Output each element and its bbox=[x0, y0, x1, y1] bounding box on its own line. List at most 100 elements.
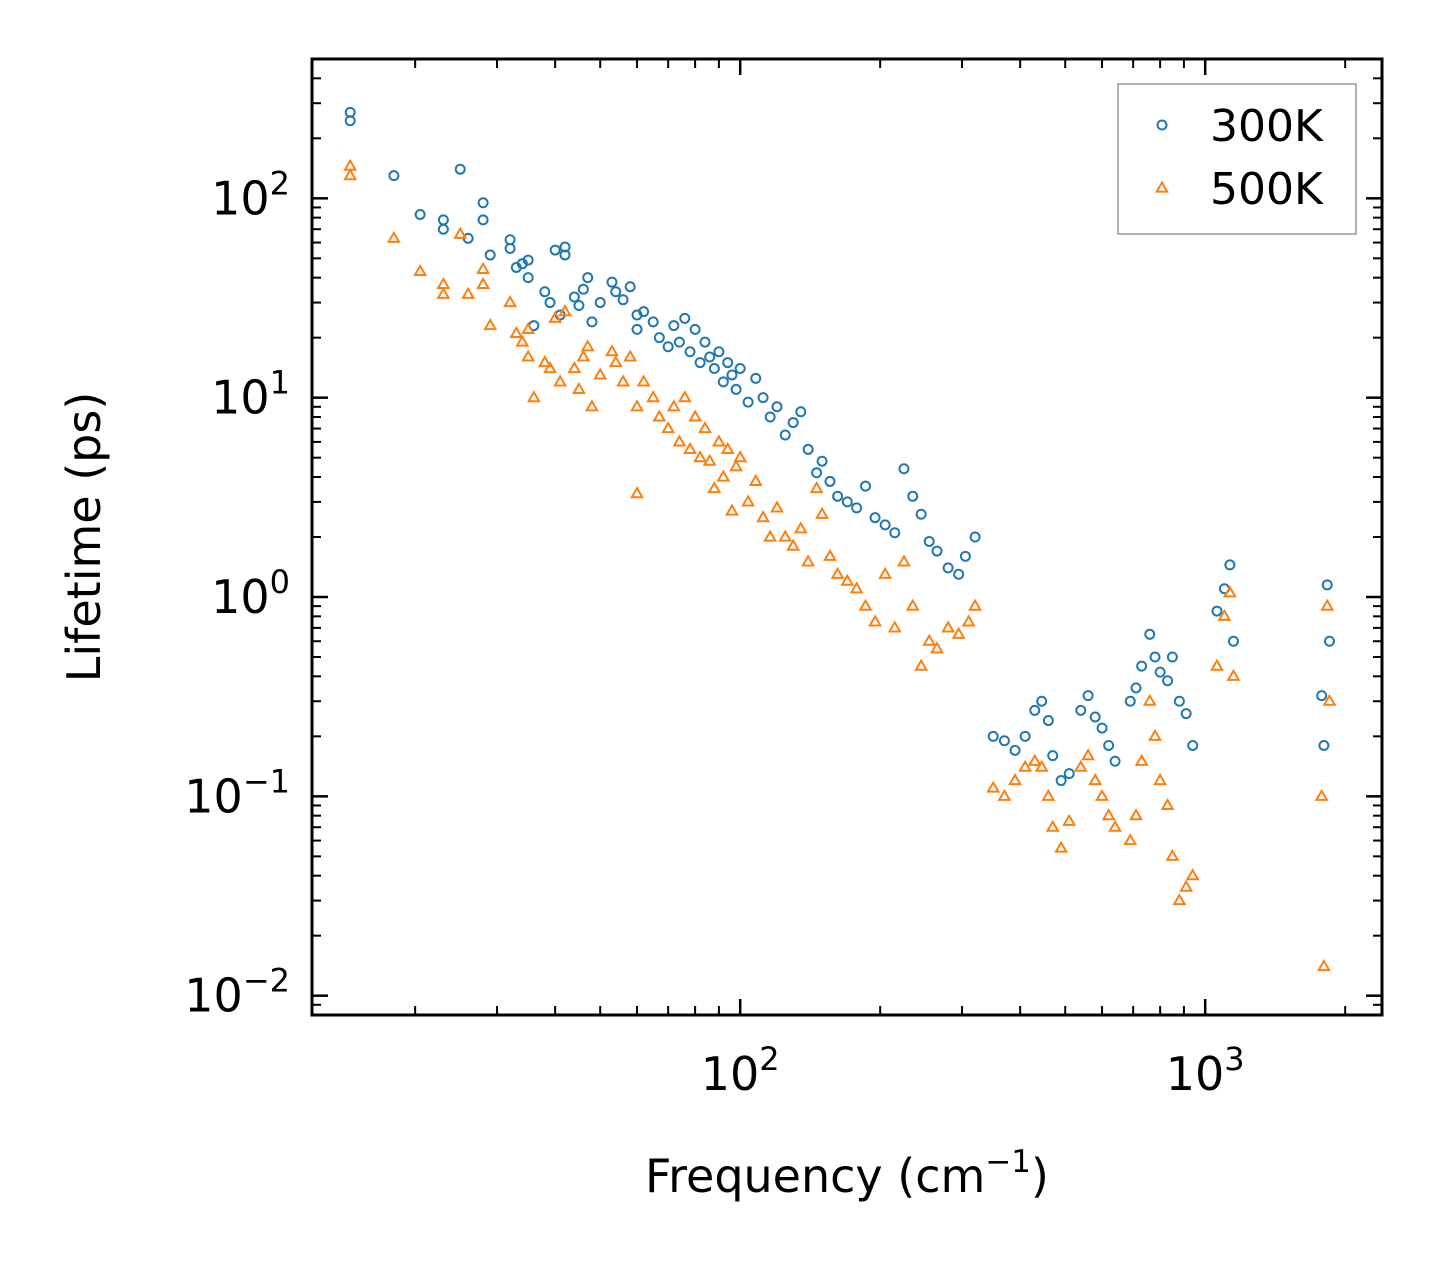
data-point-500k bbox=[1160, 797, 1175, 811]
data-point-500k bbox=[1148, 728, 1162, 741]
data-point-300k bbox=[1089, 711, 1101, 723]
data-point-300k bbox=[816, 455, 828, 467]
data-point-300k bbox=[1055, 775, 1067, 787]
data-point-300k bbox=[1082, 690, 1094, 702]
y-tick-label: 101 bbox=[211, 364, 290, 425]
data-point-500k bbox=[1222, 585, 1237, 598]
data-point-500k bbox=[1153, 773, 1168, 786]
data-point-500k bbox=[914, 658, 929, 671]
y-tick-label: 10−1 bbox=[184, 762, 290, 823]
data-point-500k bbox=[756, 510, 771, 523]
data-point-500k bbox=[476, 276, 491, 289]
data-point-500k bbox=[986, 780, 1001, 793]
x-tick-label: 103 bbox=[1166, 1040, 1245, 1101]
data-point-300k bbox=[1019, 730, 1031, 742]
data-point-500k bbox=[1217, 608, 1232, 621]
data-point-500k bbox=[1320, 598, 1335, 611]
data-point-300k bbox=[1224, 559, 1236, 571]
data-point-300k bbox=[879, 519, 891, 531]
data-point-300k bbox=[942, 562, 954, 574]
data-point-300k bbox=[694, 357, 706, 369]
data-point-300k bbox=[811, 467, 823, 479]
data-point-300k bbox=[734, 363, 746, 375]
data-point-500k bbox=[461, 286, 476, 299]
data-point-500k bbox=[1018, 759, 1033, 772]
data-point-300k bbox=[1149, 651, 1161, 663]
data-point-300k bbox=[549, 244, 561, 256]
data-point-500k bbox=[868, 614, 883, 627]
data-point-300k bbox=[344, 115, 356, 127]
data-point-300k bbox=[610, 286, 622, 298]
data-point-500k bbox=[951, 626, 966, 639]
data-point-300k bbox=[388, 170, 400, 182]
y-tick-label: 100 bbox=[211, 563, 290, 624]
data-point-300k bbox=[1180, 708, 1192, 720]
data-point-500k bbox=[630, 486, 644, 499]
data-point-500k bbox=[386, 230, 401, 243]
data-point-300k bbox=[851, 502, 863, 514]
data-point-300k bbox=[889, 527, 901, 539]
data-point-500k bbox=[849, 581, 864, 594]
data-point-300k bbox=[987, 730, 999, 742]
data-point-300k bbox=[1316, 690, 1328, 702]
data-point-500k bbox=[702, 453, 717, 466]
data-point-300k bbox=[477, 214, 489, 226]
data-point-300k bbox=[653, 332, 665, 344]
x-axis-label: Frequency (cm−1) bbox=[645, 1144, 1049, 1203]
data-point-300k bbox=[504, 243, 516, 255]
data-point-500k bbox=[661, 421, 676, 434]
data-point-300k bbox=[898, 463, 910, 475]
data-point-300k bbox=[1029, 704, 1041, 716]
data-point-300k bbox=[959, 550, 971, 562]
data-point-300k bbox=[832, 490, 844, 502]
data-point-300k bbox=[726, 369, 738, 381]
data-point-300k bbox=[1047, 750, 1059, 762]
data-point-300k bbox=[787, 417, 799, 429]
data-point-500k bbox=[608, 355, 623, 368]
legend-box bbox=[1117, 83, 1357, 235]
data-point-300k bbox=[1103, 739, 1115, 751]
data-point-500k bbox=[509, 325, 524, 339]
data-point-500k bbox=[630, 399, 644, 412]
data-point-500k bbox=[636, 374, 651, 387]
data-point-500k bbox=[1134, 753, 1149, 766]
data-point-500k bbox=[961, 614, 976, 627]
data-point-300k bbox=[437, 214, 449, 226]
data-point-300k bbox=[1109, 755, 1121, 767]
data-point-300k bbox=[577, 283, 589, 295]
x-tick-label: 102 bbox=[701, 1040, 780, 1101]
data-point-500k bbox=[483, 318, 498, 331]
data-point-300k bbox=[779, 429, 791, 441]
data-point-500k bbox=[905, 598, 920, 611]
data-point-500k bbox=[698, 421, 712, 434]
data-point-300k bbox=[484, 249, 496, 261]
data-point-300k bbox=[684, 346, 696, 358]
data-point-500k bbox=[729, 459, 744, 472]
legend-marker-500k bbox=[1155, 180, 1169, 193]
data-point-500k bbox=[823, 548, 837, 561]
data-point-300k bbox=[662, 341, 674, 353]
data-point-300k bbox=[522, 254, 534, 266]
data-point-500k bbox=[1073, 759, 1088, 772]
data-point-300k bbox=[582, 272, 594, 284]
data-point-500k bbox=[1045, 819, 1060, 832]
data-point-300k bbox=[757, 392, 769, 404]
data-point-500k bbox=[897, 554, 911, 567]
data-point-300k bbox=[539, 286, 551, 298]
data-point-500k bbox=[716, 469, 731, 482]
data-point-500k bbox=[1142, 693, 1157, 706]
data-point-300k bbox=[437, 223, 449, 235]
data-point-500k bbox=[623, 349, 638, 362]
data-point-300k bbox=[1130, 682, 1142, 694]
data-point-300k bbox=[1166, 651, 1178, 663]
data-point-500k bbox=[997, 788, 1012, 801]
data-point-300k bbox=[617, 294, 629, 306]
data-point-500k bbox=[343, 168, 358, 181]
data-point-300k bbox=[647, 316, 659, 328]
data-point-300k bbox=[998, 735, 1010, 747]
data-point-300k bbox=[573, 299, 585, 311]
data-point-300k bbox=[1063, 768, 1075, 780]
data-point-300k bbox=[730, 383, 742, 395]
legend-marker-300k bbox=[1156, 119, 1168, 131]
